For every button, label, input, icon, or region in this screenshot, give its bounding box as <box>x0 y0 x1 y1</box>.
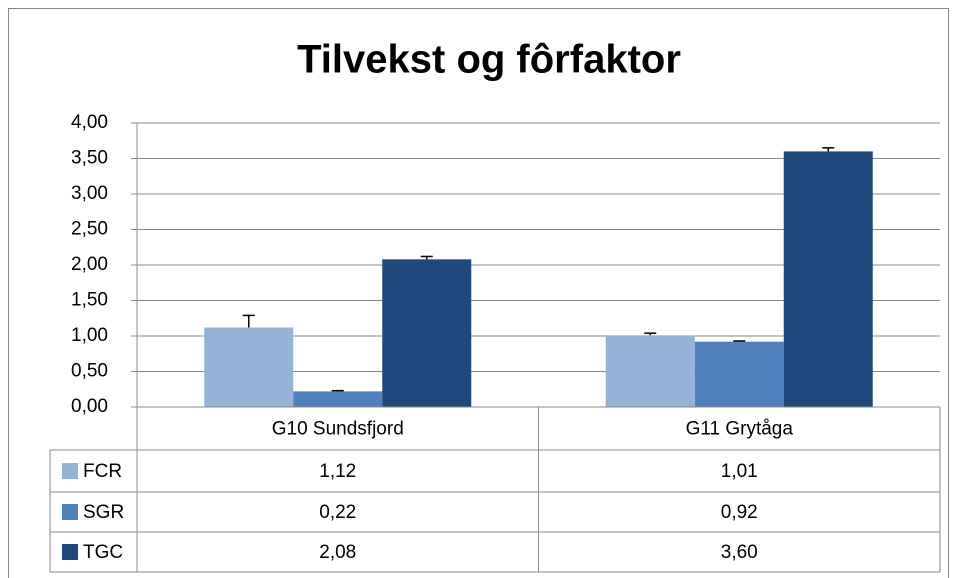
y-tick-label: 0,00 <box>71 396 108 417</box>
y-tick-label: 0,50 <box>71 361 108 382</box>
y-tick-label: 3,00 <box>71 183 108 204</box>
y-tick-label: 1,00 <box>71 325 108 346</box>
x-tick-label: G10 Sundsfjord <box>272 419 404 440</box>
bar <box>293 391 383 407</box>
bar <box>204 327 294 407</box>
legend-key <box>62 463 78 479</box>
bar <box>783 151 873 407</box>
table-value: 3,60 <box>721 542 758 563</box>
legend-label: FCR <box>83 461 122 482</box>
table-value: 0,22 <box>319 502 356 523</box>
chart-title: Tilvekst og fôrfaktor <box>297 38 681 82</box>
table-value: 2,08 <box>319 542 356 563</box>
y-tick-label: 3,50 <box>71 148 108 169</box>
table-value: 1,12 <box>319 461 356 482</box>
y-tick-label: 2,50 <box>71 219 108 240</box>
y-tick-label: 4,00 <box>71 112 108 133</box>
x-tick-label: G11 Grytåga <box>686 419 794 440</box>
bar <box>694 341 784 407</box>
legend-key <box>62 504 78 520</box>
table-value: 0,92 <box>721 502 758 523</box>
table-value: 1,01 <box>721 461 758 482</box>
legend-label: TGC <box>83 542 123 563</box>
bar <box>382 259 472 407</box>
legend-label: SGR <box>83 502 124 523</box>
legend-key <box>62 544 78 560</box>
y-tick-label: 1,50 <box>71 290 108 311</box>
y-tick-label: 2,00 <box>71 254 108 275</box>
bar <box>605 335 695 407</box>
